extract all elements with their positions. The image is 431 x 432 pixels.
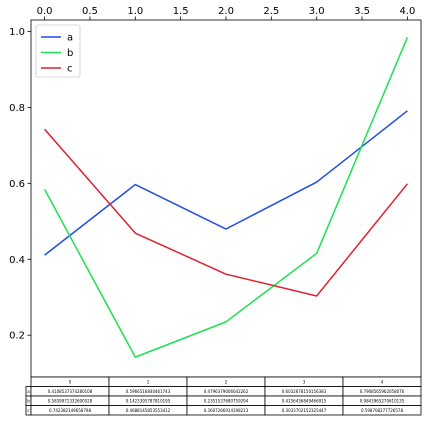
y-tick-label: 0.2 (9, 331, 25, 342)
series-line-a (44, 110, 408, 256)
series-line-b (43, 37, 409, 358)
data-table: 0 1 2 3 4 a 0.4108537374280108 0.59665168404617… (25, 376, 422, 416)
table-cell-value: 0.2351537680759294 (204, 398, 249, 403)
legend: abc (35, 24, 81, 78)
table-cell-value: 0.4108537374280108 (48, 389, 93, 394)
table-header-label: 2 (225, 379, 228, 384)
y-tick-label: 0.6 (9, 179, 25, 190)
legend-label-c: c (67, 64, 73, 75)
table-header-label: 4 (381, 379, 384, 384)
x-tick-label: 3.5 (354, 6, 370, 17)
x-tick-label: 2.5 (263, 6, 279, 17)
table-cell-value: 0.4156436849466915 (282, 398, 327, 403)
table-cell-value: 0.4796379006042262 (204, 389, 249, 394)
table-cell-value: 0.5839971332690528 (48, 398, 93, 403)
table-cell-value: 0.3607266914198213 (204, 408, 249, 413)
legend-box (35, 24, 81, 78)
legend-label-b: b (67, 48, 73, 59)
series-lines (43, 37, 409, 358)
table-cell-value: 0.598708277726578 (361, 408, 403, 413)
table-header-label: 3 (303, 379, 306, 384)
y-tick-label: 0.8 (9, 103, 25, 114)
table-cell-value: 0.6032678150156383 (282, 389, 327, 394)
table-row-label: b (27, 398, 30, 403)
x-tick-label: 0.0 (37, 6, 53, 17)
table-cell-value: 0.4688145853553412 (126, 408, 171, 413)
table-row-label: a (27, 389, 30, 394)
legend-label-a: a (67, 33, 73, 44)
y-tick-label: 1.0 (9, 27, 25, 38)
table-cell-value: 0.742382149656798 (49, 408, 91, 413)
table-cell (342, 405, 422, 416)
table-header-label: 0 (69, 379, 72, 384)
x-tick-label: 4.0 (399, 6, 415, 17)
table-cell-value: 0.7908565962058076 (360, 389, 405, 394)
y-tick-label: 0.4 (9, 255, 25, 266)
table-row-label: c (27, 408, 29, 413)
x-tick-label: 1.0 (127, 6, 143, 17)
table-cell-value: 0.1423395787810195 (126, 398, 171, 403)
x-tick-label: 2.0 (218, 6, 234, 17)
table-cell-value: 0.9843965270610135 (360, 398, 405, 403)
table-header-label: 1 (147, 379, 150, 384)
series-line-c (44, 128, 408, 297)
x-tick-label: 0.5 (82, 6, 98, 17)
table-cell-value: 0.5966516840461743 (126, 389, 171, 394)
x-tick-label: 3.0 (309, 6, 325, 17)
table-cell-value: 0.3033702152325447 (282, 408, 327, 413)
axes-frame (30, 19, 422, 378)
x-tick-label: 1.5 (173, 6, 189, 17)
